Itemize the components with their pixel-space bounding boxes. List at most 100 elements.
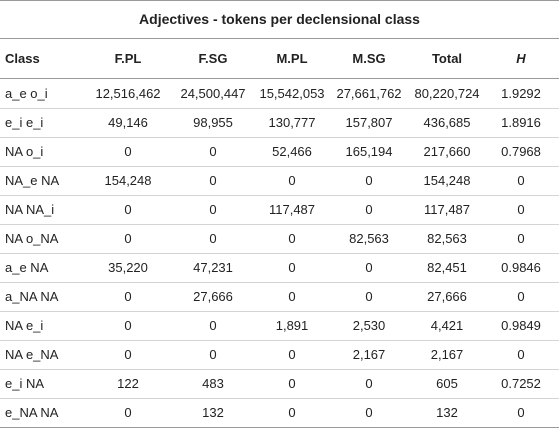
table-cell: 1,891 bbox=[275, 318, 309, 333]
table-cell: 0 bbox=[288, 347, 296, 362]
table-cell: 0 bbox=[365, 376, 373, 391]
row-rule bbox=[0, 369, 559, 370]
table-cell: 483 bbox=[202, 376, 224, 391]
table-cell: 4,421 bbox=[430, 318, 464, 333]
row-rule bbox=[0, 224, 559, 225]
table-cell: 0 bbox=[365, 289, 373, 304]
table-cell: 1.8916 bbox=[501, 115, 541, 130]
column-header: Class bbox=[5, 51, 40, 66]
table-cell: 0 bbox=[124, 318, 132, 333]
row-label: e_i NA bbox=[5, 376, 45, 391]
table-cell: 2,530 bbox=[352, 318, 386, 333]
table-cell: 0 bbox=[517, 405, 525, 420]
table-cell: 0 bbox=[288, 405, 296, 420]
table-cell: 24,500,447 bbox=[180, 86, 246, 101]
row-rule bbox=[0, 398, 559, 399]
table-cell: 117,487 bbox=[423, 202, 471, 217]
row-label: a_e NA bbox=[5, 260, 49, 275]
row-label: a_NA NA bbox=[5, 289, 59, 304]
table-cell: 132 bbox=[436, 405, 458, 420]
row-rule bbox=[0, 340, 559, 341]
table-cell: 217,660 bbox=[423, 144, 471, 159]
row-label: NA e_i bbox=[5, 318, 44, 333]
row-rule bbox=[0, 137, 559, 138]
column-header: M.PL bbox=[276, 51, 308, 66]
row-label: e_i e_i bbox=[5, 115, 44, 130]
rule bbox=[0, 0, 559, 1]
table-cell: 0.7968 bbox=[501, 144, 541, 159]
table-cell: 0 bbox=[209, 347, 217, 362]
table-cell: 0 bbox=[209, 231, 217, 246]
table-cell: 0 bbox=[124, 347, 132, 362]
row-label: NA_e NA bbox=[5, 173, 60, 188]
row-rule bbox=[0, 253, 559, 254]
row-label: NA e_NA bbox=[5, 347, 59, 362]
column-header: F.PL bbox=[114, 51, 142, 66]
rule bbox=[0, 38, 559, 39]
table-cell: 122 bbox=[117, 376, 139, 391]
table-cell: 82,563 bbox=[427, 231, 467, 246]
table-cell: 0 bbox=[288, 173, 296, 188]
row-label: a_e o_i bbox=[5, 86, 48, 101]
table-title: Adjectives - tokens per declensional cla… bbox=[139, 11, 420, 27]
rule bbox=[0, 78, 559, 79]
table-cell: 82,563 bbox=[349, 231, 389, 246]
row-label: e_NA NA bbox=[5, 405, 59, 420]
table-cell: 0 bbox=[288, 231, 296, 246]
row-rule bbox=[0, 282, 559, 283]
table-cell: 0 bbox=[124, 289, 132, 304]
row-rule bbox=[0, 166, 559, 167]
table-cell: 98,955 bbox=[193, 115, 233, 130]
table-cell: 0 bbox=[124, 202, 132, 217]
column-header: Total bbox=[431, 51, 463, 66]
table-cell: 0.9846 bbox=[501, 260, 541, 275]
table-cell: 1.9292 bbox=[501, 86, 541, 101]
table-cell: 132 bbox=[202, 405, 224, 420]
table-cell: 12,516,462 bbox=[95, 86, 161, 101]
row-label: NA o_NA bbox=[5, 231, 59, 246]
row-rule bbox=[0, 108, 559, 109]
table-cell: 0 bbox=[517, 173, 525, 188]
table-cell: 0 bbox=[517, 289, 525, 304]
row-label: NA NA_i bbox=[5, 202, 55, 217]
table-cell: 0 bbox=[124, 405, 132, 420]
table-cell: 0 bbox=[288, 376, 296, 391]
table-cell: 0.7252 bbox=[501, 376, 541, 391]
table-cell: 0 bbox=[288, 260, 296, 275]
table-cell: 2,167 bbox=[430, 347, 464, 362]
table-cell: 0 bbox=[209, 202, 217, 217]
table-cell: 130,777 bbox=[268, 115, 316, 130]
table-cell: 0 bbox=[517, 202, 525, 217]
table-cell: 47,231 bbox=[193, 260, 233, 275]
table-cell: 27,661,762 bbox=[336, 86, 402, 101]
table-cell: 52,466 bbox=[272, 144, 312, 159]
table-cell: 0 bbox=[365, 405, 373, 420]
table-cell: 82,451 bbox=[427, 260, 467, 275]
table-cell: 0 bbox=[517, 231, 525, 246]
table-cell: 0 bbox=[209, 144, 217, 159]
table-cell: 0 bbox=[365, 260, 373, 275]
table-cell: 2,167 bbox=[352, 347, 386, 362]
table-cell: 154,248 bbox=[104, 173, 152, 188]
table-cell: 0.9849 bbox=[501, 318, 541, 333]
row-rule bbox=[0, 195, 559, 196]
table-cell: 49,146 bbox=[108, 115, 148, 130]
table-cell: 0 bbox=[209, 318, 217, 333]
table-cell: 35,220 bbox=[108, 260, 148, 275]
column-header: H bbox=[516, 51, 526, 66]
row-label: NA o_i bbox=[5, 144, 44, 159]
table-cell: 0 bbox=[288, 289, 296, 304]
column-header: F.SG bbox=[198, 51, 228, 66]
table-cell: 0 bbox=[124, 231, 132, 246]
table-cell: 157,807 bbox=[345, 115, 393, 130]
table-cell: 15,542,053 bbox=[259, 86, 325, 101]
table-cell: 27,666 bbox=[193, 289, 233, 304]
table-cell: 154,248 bbox=[423, 173, 471, 188]
row-rule bbox=[0, 311, 559, 312]
table-cell: 0 bbox=[124, 144, 132, 159]
column-header: M.SG bbox=[352, 51, 386, 66]
table-cell: 80,220,724 bbox=[414, 86, 480, 101]
table-cell: 436,685 bbox=[423, 115, 471, 130]
table-cell: 605 bbox=[436, 376, 458, 391]
